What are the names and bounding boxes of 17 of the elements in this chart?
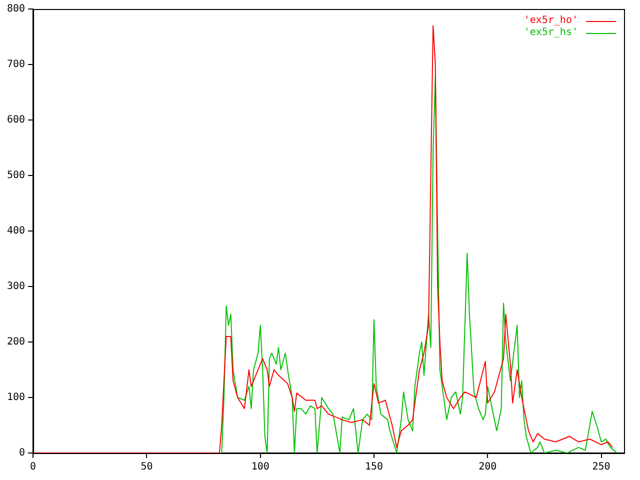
y-tick-label: 100 [7, 392, 26, 404]
x-tick-label: 0 [30, 462, 36, 473]
y-tick-label: 0 [19, 448, 26, 459]
y-tick-label: 700 [7, 59, 26, 70]
legend-label: 'ex5r_hs' [524, 27, 578, 39]
x-tick-label: 100 [251, 462, 270, 473]
y-tick-label: 600 [7, 114, 26, 126]
y-tick-label: 300 [7, 281, 26, 292]
y-tick-label: 200 [7, 336, 26, 348]
x-tick-label: 250 [592, 462, 610, 473]
x-tick-label: 50 [140, 462, 153, 473]
y-tick-label: 800 [7, 4, 26, 15]
x-tick-label: 200 [478, 462, 497, 473]
x-tick-label: 150 [364, 462, 384, 473]
legend-label: 'ex5r_ho' [524, 15, 578, 27]
y-tick-label: 500 [7, 170, 26, 182]
y-tick-label: 400 [7, 226, 26, 237]
